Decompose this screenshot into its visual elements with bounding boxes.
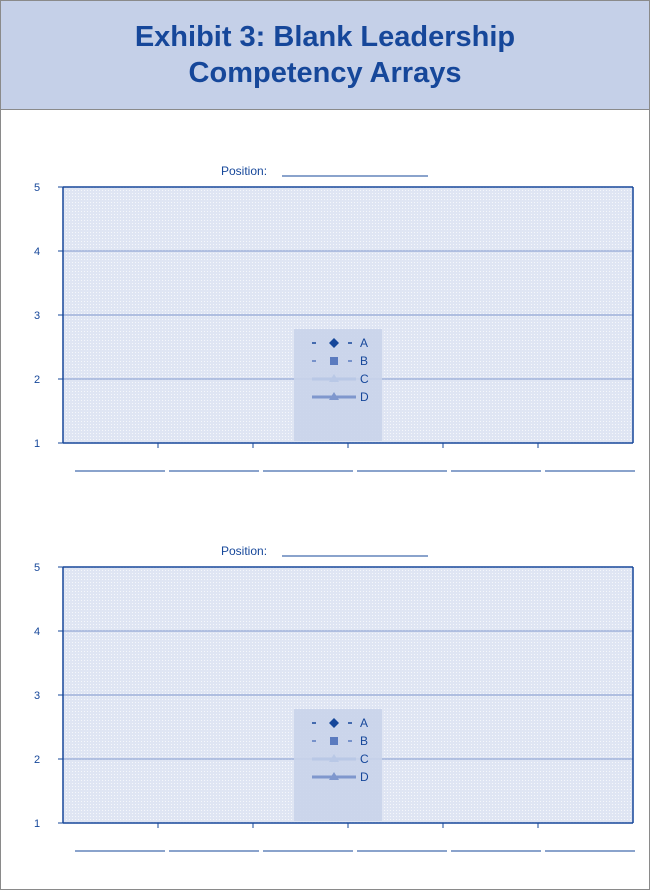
y-tick-label: 1 bbox=[34, 818, 40, 830]
legend-marker-diamond bbox=[329, 338, 339, 348]
legend-label: A bbox=[360, 716, 368, 730]
competency-chart-1: Position: 1 2 3 4 5 A B C D bbox=[21, 151, 641, 481]
legend-item-c: C bbox=[312, 752, 369, 766]
legend-box bbox=[294, 709, 382, 821]
legend-label: B bbox=[360, 734, 368, 748]
legend-marker-square bbox=[330, 737, 338, 745]
legend-marker-triangle bbox=[329, 772, 339, 780]
chart-position-label: Position: bbox=[221, 164, 267, 178]
legend-item-a: A bbox=[312, 716, 368, 730]
legend-label: A bbox=[360, 336, 368, 350]
legend-label: C bbox=[360, 752, 369, 766]
legend-marker-triangle bbox=[329, 754, 339, 762]
exhibit-title: Exhibit 3: Blank Leadership Competency A… bbox=[134, 21, 516, 89]
legend-item-b: B bbox=[312, 354, 368, 368]
y-tick-label: 5 bbox=[34, 182, 40, 194]
legend-item-d: D bbox=[312, 770, 369, 784]
y-tick-label: 3 bbox=[34, 310, 40, 322]
legend-item-c: C bbox=[312, 372, 369, 386]
y-tick-label: 4 bbox=[34, 246, 40, 258]
y-tick-label: 5 bbox=[34, 562, 40, 574]
y-tick-label: 4 bbox=[34, 626, 40, 638]
legend-marker-triangle bbox=[329, 374, 339, 382]
y-tick-label: 3 bbox=[34, 690, 40, 702]
exhibit-header: Exhibit 3: Blank Leadership Competency A… bbox=[1, 1, 649, 110]
legend-marker-diamond bbox=[329, 718, 339, 728]
legend-item-a: A bbox=[312, 336, 368, 350]
y-tick-label: 1 bbox=[34, 438, 40, 450]
legend-label: D bbox=[360, 390, 369, 404]
legend-label: B bbox=[360, 354, 368, 368]
legend-item-b: B bbox=[312, 734, 368, 748]
legend-item-d: D bbox=[312, 390, 369, 404]
legend-marker-triangle bbox=[329, 392, 339, 400]
competency-chart-2: Position: 1 2 3 4 5 A B C D bbox=[21, 531, 641, 861]
y-tick-label: 2 bbox=[34, 754, 40, 766]
chart-position-label: Position: bbox=[221, 544, 267, 558]
y-tick-label: 2 bbox=[34, 374, 40, 386]
legend-label: D bbox=[360, 770, 369, 784]
legend-label: C bbox=[360, 372, 369, 386]
legend-marker-square bbox=[330, 357, 338, 365]
legend-box bbox=[294, 329, 382, 441]
